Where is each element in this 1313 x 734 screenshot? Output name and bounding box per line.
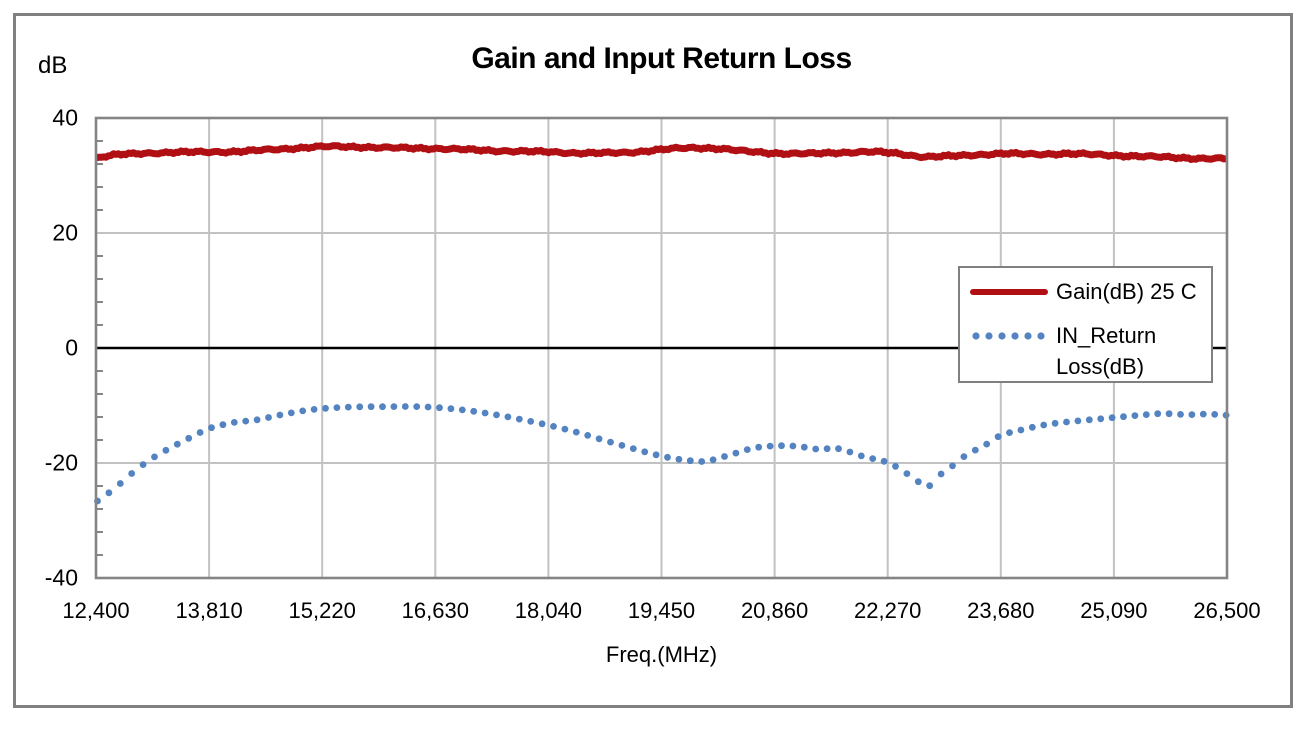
x-tick-label: 16,630 [401, 598, 469, 623]
series-gain-line [94, 142, 1227, 163]
x-tick-label: 13,810 [175, 598, 243, 623]
x-tick-label: 23,680 [967, 598, 1035, 623]
return-loss-dotted-swatch-icon [972, 332, 1045, 340]
legend-label-return-loss: IN_Return Loss(dB) [1056, 323, 1157, 379]
x-tick-label: 25,090 [1080, 598, 1148, 623]
x-tick-label: 18,040 [514, 598, 583, 623]
y-tick-label: -20 [44, 449, 78, 476]
x-axis-title: Freq.(MHz) [605, 642, 718, 667]
x-tick-label: 26,500 [1193, 598, 1261, 623]
series-return-loss-dots [94, 403, 1230, 505]
legend-item-return-loss: IN_Return Loss(dB) [970, 321, 1205, 382]
y-tick-label: 0 [65, 334, 78, 361]
x-tick-label: 22,270 [854, 598, 922, 623]
y-axis-unit-label: dB [38, 52, 68, 79]
x-tick-label: 20,860 [740, 598, 809, 623]
y-tick-label: -40 [44, 564, 78, 591]
legend: Gain(dB) 25 C IN_Return Loss(dB) [958, 266, 1213, 383]
y-tick-label: 40 [52, 104, 78, 131]
x-tick-label: 19,450 [627, 598, 696, 623]
legend-item-gain: Gain(dB) 25 C [970, 277, 1205, 307]
plot-border [94, 116, 1229, 580]
chart-title: Gain and Input Return Loss [471, 42, 852, 75]
gain-line-swatch-icon [970, 289, 1048, 295]
y-tick-label: 20 [52, 219, 78, 246]
x-tick-label: 12,400 [62, 598, 130, 623]
legend-label-gain: Gain(dB) 25 C [1056, 279, 1197, 304]
x-tick-label: 15,220 [288, 598, 356, 623]
